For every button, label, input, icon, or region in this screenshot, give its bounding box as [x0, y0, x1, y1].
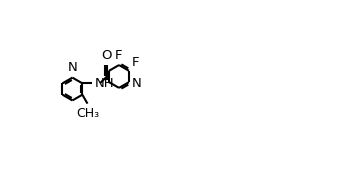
Text: CH₃: CH₃: [76, 107, 99, 120]
Text: N: N: [67, 61, 77, 74]
Text: O: O: [102, 49, 112, 62]
Text: F: F: [115, 49, 123, 62]
Text: F: F: [132, 56, 139, 69]
Text: N: N: [131, 77, 141, 90]
Text: NH: NH: [95, 77, 115, 90]
